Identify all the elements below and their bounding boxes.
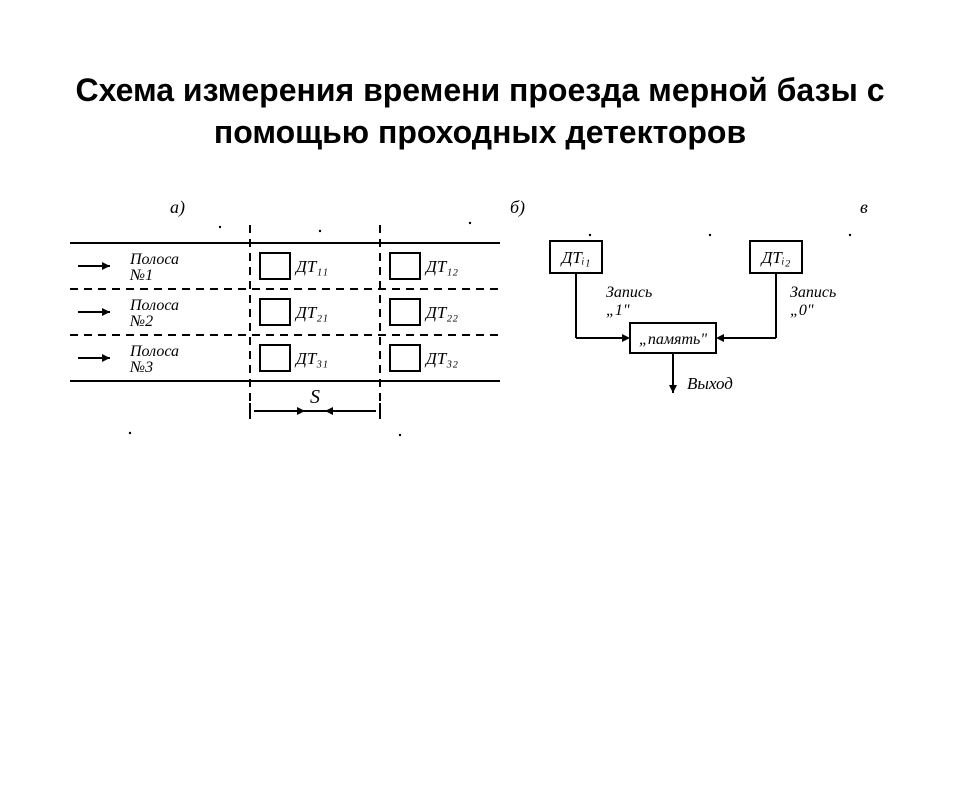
svg-text:Полоса: Полоса bbox=[129, 297, 179, 314]
svg-text:„память": „память" bbox=[639, 331, 707, 348]
svg-text:Запись: Запись bbox=[790, 284, 836, 301]
diagram-svg: а)б)вПолоса№1ДТ₁₁ДТ₁₂Полоса№2ДТ₂₁ДТ₂₂Пол… bbox=[70, 183, 890, 483]
svg-text:Запись: Запись bbox=[606, 284, 652, 301]
svg-text:ДТ₁₁: ДТ₁₁ bbox=[294, 257, 328, 276]
svg-text:ДТᵢ₁: ДТᵢ₁ bbox=[560, 248, 591, 267]
page-title: Схема измерения времени проезда мерной б… bbox=[30, 70, 930, 153]
svg-text:ДТ₂₁: ДТ₂₁ bbox=[294, 303, 328, 322]
svg-text:ДТᵢ₂: ДТᵢ₂ bbox=[760, 248, 791, 267]
svg-text:№1: №1 bbox=[129, 267, 153, 284]
svg-text:а): а) bbox=[170, 197, 185, 218]
svg-text:б): б) bbox=[510, 197, 525, 218]
svg-text:S: S bbox=[310, 386, 320, 408]
diagram-container: а)б)вПолоса№1ДТ₁₁ДТ₁₂Полоса№2ДТ₂₁ДТ₂₂Пол… bbox=[70, 183, 890, 488]
svg-text:„0": „0" bbox=[790, 302, 814, 319]
svg-text:Полоса: Полоса bbox=[129, 343, 179, 360]
svg-text:ДТ₁₂: ДТ₁₂ bbox=[424, 257, 458, 276]
svg-text:ДТ₃₂: ДТ₃₂ bbox=[424, 349, 458, 368]
svg-text:ДТ₂₂: ДТ₂₂ bbox=[424, 303, 458, 322]
svg-text:Полоса: Полоса bbox=[129, 251, 179, 268]
svg-text:№2: №2 bbox=[129, 313, 153, 330]
svg-text:в: в bbox=[860, 197, 868, 217]
svg-text:№3: №3 bbox=[129, 359, 153, 376]
svg-text:„1": „1" bbox=[606, 302, 630, 319]
svg-text:Выход: Выход bbox=[687, 374, 733, 393]
svg-text:ДТ₃₁: ДТ₃₁ bbox=[294, 349, 328, 368]
